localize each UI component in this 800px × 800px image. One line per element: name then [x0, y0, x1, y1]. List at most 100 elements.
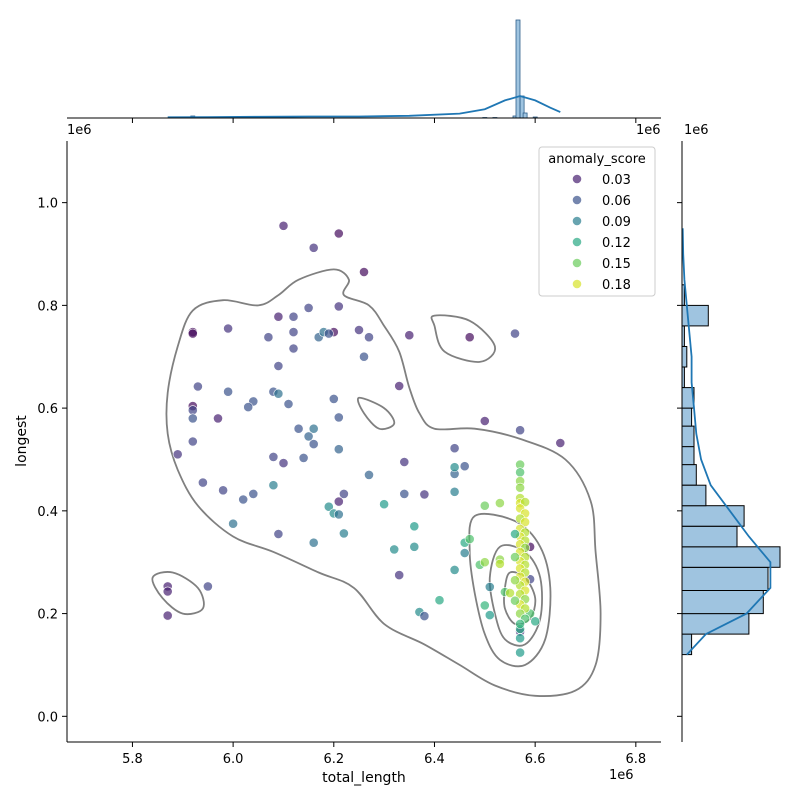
scatter-point	[248, 488, 259, 499]
scatter-point	[364, 332, 374, 343]
legend: anomaly_score 0.03 0.06 0.09 0.12 0.15 0.18	[538, 146, 656, 297]
scatter-point	[338, 488, 349, 499]
scatter-point	[162, 610, 173, 621]
scatter-point	[223, 386, 233, 397]
scatter-point	[187, 413, 198, 424]
scatter-point	[288, 311, 299, 322]
scatter-point	[187, 405, 198, 416]
x-marginal-histogram	[67, 19, 661, 123]
scatter-point	[303, 431, 314, 442]
scatter-point	[389, 544, 400, 555]
scatter-point	[273, 311, 284, 322]
scatter-point	[399, 488, 410, 499]
legend-marker	[572, 195, 582, 205]
scatter-point	[494, 498, 505, 508]
scatter-point	[308, 439, 319, 449]
scatter-point	[172, 449, 183, 460]
scatter-point	[379, 499, 389, 510]
scatter-point	[409, 521, 420, 532]
scatter-point	[328, 393, 339, 404]
y-tick-label: 0.4	[37, 505, 58, 520]
scatter-point	[479, 600, 490, 611]
legend-label: 0.03	[602, 173, 631, 188]
scatter-point	[399, 457, 410, 467]
scatter-point	[333, 444, 344, 455]
kde-contour-1	[165, 268, 602, 697]
scatter-point	[218, 485, 228, 496]
scatter-point	[449, 565, 460, 575]
scatter-point	[484, 582, 495, 592]
y-tick-label: 0.6	[37, 402, 58, 417]
y-marginal-bar	[681, 505, 745, 527]
y-marginal-bar	[681, 407, 693, 427]
scatter-point	[510, 328, 520, 339]
y-tick-label: 0.8	[37, 299, 58, 314]
scatter-point	[404, 330, 415, 341]
y-marginal-bar	[681, 590, 764, 615]
y-axis-ticks: 0.0 0.2 0.4 0.6 0.8 1.0	[37, 197, 67, 725]
y-marginal-bar	[681, 464, 697, 486]
main-scatter-axes: 5.8 6.0 6.2 6.4 6.6 6.8 0.0 0.2 0.4 0.6 0.8 1.0	[37, 141, 661, 767]
x-tick-label: 5.8	[122, 752, 143, 767]
kde-contour-6	[356, 396, 396, 431]
y-axis-label: longest	[14, 415, 30, 467]
scatter-point	[197, 477, 208, 488]
legend-marker	[572, 174, 582, 184]
scatter-point	[187, 328, 198, 339]
scatter-point	[192, 381, 203, 392]
legend-label: 0.09	[602, 215, 631, 230]
scatter-point	[449, 443, 460, 454]
scatter-point	[273, 388, 284, 399]
scatter-point	[268, 480, 279, 491]
x-tick-label: 6.6	[525, 752, 546, 767]
y-marginal-bar	[681, 304, 709, 327]
scatter-point	[333, 412, 344, 423]
scatter-point	[464, 534, 475, 544]
legend-label: 0.18	[602, 278, 631, 293]
scatter-point	[268, 451, 279, 462]
scatter-point	[394, 381, 405, 391]
x-marginal-kde	[167, 95, 561, 119]
scatter-point	[515, 619, 525, 629]
legend-title: anomaly_score	[548, 152, 646, 167]
legend-frame	[538, 146, 656, 297]
scatter-point	[333, 228, 344, 239]
legend-marker	[572, 279, 582, 289]
scatter-point	[515, 467, 525, 478]
scatter-point	[359, 267, 369, 277]
x-tick-label: 6.4	[424, 752, 445, 767]
y-marginal-histogram	[677, 141, 781, 742]
axis-spines	[66, 141, 661, 743]
scatter-point	[510, 552, 520, 562]
y-marginal-bar	[681, 446, 695, 466]
scatter-point	[479, 416, 490, 426]
x-tick-label: 6.2	[323, 752, 344, 767]
scatter-point	[298, 452, 309, 463]
scatter-point	[223, 323, 233, 334]
legend-label: 0.12	[602, 236, 631, 251]
scatter-point	[515, 482, 525, 493]
scatter-point	[333, 496, 344, 507]
scatter-point	[288, 327, 299, 337]
legend-marker	[572, 258, 582, 268]
scatter-point	[354, 325, 364, 335]
scatter-point	[359, 351, 369, 362]
scatter-point	[278, 458, 289, 468]
y-marginal-bar	[681, 484, 707, 507]
scatter-point	[510, 595, 520, 606]
y-marginal-bar	[681, 566, 769, 592]
scatter-point	[162, 586, 173, 597]
x-offset-label-marginal: 1e6	[636, 123, 661, 138]
scatter-point	[308, 242, 319, 253]
scatter-point	[484, 610, 495, 620]
scatter-point	[238, 494, 249, 505]
scatter-point	[333, 509, 344, 520]
scatter-point	[273, 529, 284, 539]
kde-contour-2	[468, 512, 552, 668]
scatter-point	[459, 461, 470, 472]
scatter-point	[323, 328, 334, 339]
scatter-point	[187, 436, 198, 447]
scatter-point	[515, 633, 525, 644]
scatter-point	[394, 570, 405, 580]
y-marginal-kde	[681, 228, 772, 656]
